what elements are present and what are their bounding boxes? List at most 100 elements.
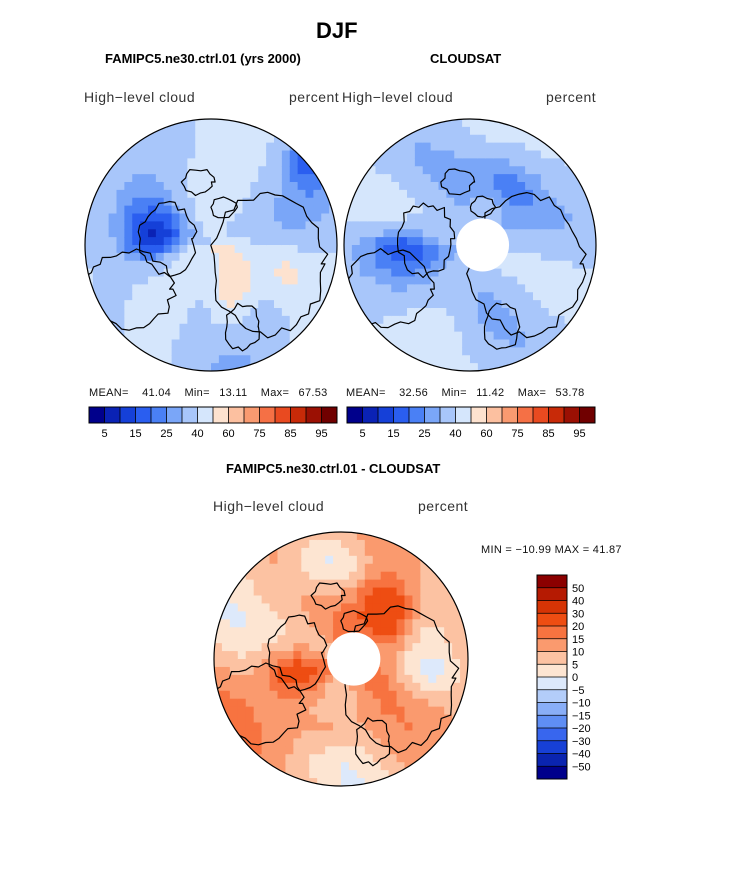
panel2-map-cell — [367, 315, 377, 325]
panel2-map-cell — [493, 292, 503, 301]
panel1-map-cell — [258, 245, 267, 254]
panel2-map-coastline-4 — [440, 168, 476, 196]
panel2-map-cell — [540, 292, 550, 301]
diff-map-cell — [309, 635, 318, 644]
diff-map-cell — [229, 635, 239, 644]
diff-map-coastline-3 — [355, 717, 391, 767]
panel1-map-cell — [258, 126, 267, 136]
diff-map-cell — [277, 698, 287, 708]
diff-map-cell — [269, 730, 279, 739]
panel1-map-cell — [179, 197, 188, 207]
diff-map-cell — [396, 603, 406, 612]
diff-map-cell — [269, 595, 279, 605]
diff-map-cell — [317, 730, 326, 739]
diff-map-cell — [317, 563, 326, 573]
panel1-map-cell — [258, 331, 267, 341]
panel1-map-cell — [281, 331, 291, 341]
panel1-map-cell — [321, 189, 330, 199]
panel1-map-cell — [297, 182, 307, 191]
diff-map-cell — [277, 754, 287, 763]
panel2-map-cell — [391, 284, 400, 293]
panel1-map-cell — [203, 268, 212, 278]
panel1-map-cell — [171, 189, 181, 199]
panel1-map-cell — [203, 205, 212, 215]
diff-map-cell — [317, 619, 326, 628]
panel2-map-cell — [454, 323, 463, 333]
panel1-map-cell — [218, 323, 228, 333]
panel1-map-cell — [92, 237, 102, 246]
diff-map-cell — [348, 762, 358, 771]
panel1-map-cell — [163, 158, 173, 167]
panel1-colorbar-tick-label: 5 — [101, 428, 107, 440]
panel1-map-cell — [132, 221, 141, 230]
diff-map-cell — [452, 659, 461, 668]
diff-map-cell — [293, 539, 302, 549]
panel1-map-cell — [289, 252, 299, 262]
diff-map-cell — [309, 619, 318, 628]
panel1-map-cell — [148, 166, 157, 175]
diff-map-cell — [301, 682, 310, 692]
panel2-map-cell — [548, 268, 558, 278]
panel2-map-cell — [588, 260, 596, 270]
panel1-map-cell — [92, 221, 102, 230]
panel2-map-cell — [414, 237, 424, 246]
diff-map-cell — [245, 587, 255, 597]
panel1-map-cell — [329, 237, 337, 246]
panel1-map-cell — [140, 268, 149, 278]
diff-map-cell — [333, 571, 342, 581]
diff-map-cell — [285, 579, 294, 589]
diff-map-cell — [364, 738, 374, 747]
panel2-map-cell — [430, 134, 440, 144]
panel2-map-cell — [564, 323, 573, 333]
panel2-colorbar-swatch-4 — [409, 407, 425, 423]
diff-map-cell — [301, 587, 310, 597]
panel1-map-cell — [289, 182, 299, 191]
diff-map-cell — [444, 690, 453, 700]
diff-map-cell — [444, 627, 453, 636]
panel1-map-cell — [148, 134, 157, 144]
diff-map-cell — [325, 619, 334, 628]
panel2-map-cell — [430, 252, 440, 262]
panel1-map-cell — [211, 300, 220, 309]
panel2-map-cell — [501, 268, 510, 278]
panel1-map-cell — [242, 174, 251, 183]
panel2-map-cell — [454, 150, 463, 159]
diff-map-cell — [364, 595, 374, 605]
panel1-map-cell — [163, 182, 173, 191]
diff-map-cell — [325, 539, 334, 549]
panel2-map-cell — [493, 189, 503, 199]
panel2-map-cell — [470, 142, 479, 152]
panel1-map-cell — [258, 292, 267, 301]
panel2-map-cell — [509, 284, 518, 293]
panel1-map-cell — [124, 189, 133, 199]
panel2-map-cell — [359, 182, 369, 191]
panel2-map-cell — [367, 292, 377, 301]
panel2-map-cell — [517, 150, 526, 159]
panel1-map-cell — [274, 150, 283, 159]
panel1-map-cell — [100, 189, 110, 199]
diff-map-cell — [253, 666, 263, 676]
diff-map-cell — [293, 571, 302, 581]
panel2-map-cell — [493, 213, 503, 222]
panel1-map-cell — [108, 237, 118, 246]
panel2-map-cell — [517, 268, 526, 278]
diff-map-cell — [428, 611, 437, 620]
diff-map-cell — [269, 722, 279, 732]
panel1-map-cell — [155, 260, 165, 270]
panel2-map-cell — [414, 229, 424, 238]
diff-map-cell — [356, 579, 366, 589]
panel1-map-cell — [148, 237, 157, 246]
panel1-map-cell — [203, 134, 212, 144]
panel2-map-cell — [517, 142, 526, 152]
panel1-map-cell — [148, 205, 157, 215]
diff-map-cell — [285, 643, 294, 652]
diff-colorbar-tick-label: 0 — [572, 672, 578, 684]
panel2-map-cell — [509, 237, 518, 246]
diff-map-cell — [301, 539, 310, 549]
panel2-map-cell — [399, 252, 408, 262]
panel1-map-cell — [108, 260, 118, 270]
panel2-map-cell — [580, 189, 589, 199]
panel1-map-cell — [85, 237, 94, 246]
panel2-map-cell — [430, 300, 440, 309]
diff-map-cell — [388, 714, 398, 724]
